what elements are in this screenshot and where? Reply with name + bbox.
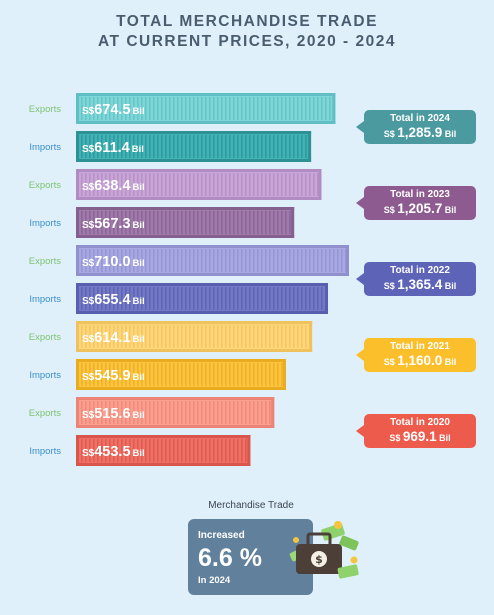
data-label: S$674.5 Bil [82, 102, 145, 118]
highlight-heading: Merchandise Trade [208, 500, 294, 511]
highlight-line3: In 2024 [198, 575, 231, 586]
row-label: Imports [29, 142, 61, 153]
bar-2023-imports [76, 207, 295, 238]
bar-2021-imports [76, 359, 286, 390]
row-label: Imports [29, 446, 61, 457]
bar-2020-imports [76, 435, 251, 466]
total-label: Total in 2020 [390, 417, 450, 428]
row-label: Exports [29, 408, 61, 419]
data-label: S$545.9 Bil [82, 368, 145, 384]
data-label: S$567.3 Bil [82, 216, 145, 232]
row-label: Exports [29, 104, 61, 115]
chart-title: TOTAL MERCHANDISE TRADE AT CURRENT PRICE… [0, 12, 494, 52]
total-value: S$ 969.1 Bil [389, 429, 451, 444]
title-line-1: TOTAL MERCHANDISE TRADE [116, 13, 378, 30]
row-label: Exports [29, 332, 61, 343]
money-briefcase-icon: $ [289, 521, 359, 579]
bar-2021-exports [76, 321, 313, 352]
svg-text:$: $ [315, 553, 323, 566]
bar-2022-exports [76, 245, 349, 276]
total-value: S$ 1,205.7 Bil [383, 201, 457, 216]
data-label: S$515.6 Bil [82, 406, 145, 422]
total-callout: Total in 2020 S$ 969.1 Bil [356, 414, 476, 448]
bar-2024-imports [76, 131, 312, 162]
data-label: S$710.0 Bil [82, 254, 145, 270]
bar-2022-imports [76, 283, 329, 314]
bar-2024-exports [76, 93, 336, 124]
row-label: Exports [29, 180, 61, 191]
total-label: Total in 2021 [390, 341, 450, 352]
title-line-2: AT CURRENT PRICES, 2020 - 2024 [98, 33, 396, 50]
total-callout: Total in 2024 S$ 1,285.9 Bil [356, 110, 476, 144]
highlight-line1: Increased [198, 530, 245, 541]
total-value: S$ 1,285.9 Bil [383, 125, 457, 140]
data-label: S$453.5 Bil [82, 444, 145, 460]
data-label: S$638.4 Bil [82, 178, 145, 194]
total-value: S$ 1,160.0 Bil [383, 353, 457, 368]
data-label: S$655.4 Bil [82, 292, 145, 308]
data-label: S$611.4 Bil [82, 140, 144, 156]
row-label: Exports [29, 256, 61, 267]
row-label: Imports [29, 370, 61, 381]
bar-2023-exports [76, 169, 322, 200]
total-label: Total in 2023 [390, 189, 450, 200]
highlight-value: 6.6 % [198, 544, 262, 572]
row-label: Imports [29, 294, 61, 305]
bar-2020-exports [76, 397, 275, 428]
total-label: Total in 2024 [390, 113, 450, 124]
total-callout: Total in 2023 S$ 1,205.7 Bil [356, 186, 476, 220]
data-label: S$614.1 Bil [82, 330, 145, 346]
row-label: Imports [29, 218, 61, 229]
coin-icon [293, 521, 358, 564]
total-value: S$ 1,365.4 Bil [383, 277, 457, 292]
total-callout: Total in 2022 S$ 1,365.4 Bil [356, 262, 476, 296]
total-callout: Total in 2021 S$ 1,160.0 Bil [356, 338, 476, 372]
total-label: Total in 2022 [390, 265, 450, 276]
trade-bar-chart: Exports S$674.5 Bil Imports S$611.4 Bil Export… [29, 93, 349, 466]
